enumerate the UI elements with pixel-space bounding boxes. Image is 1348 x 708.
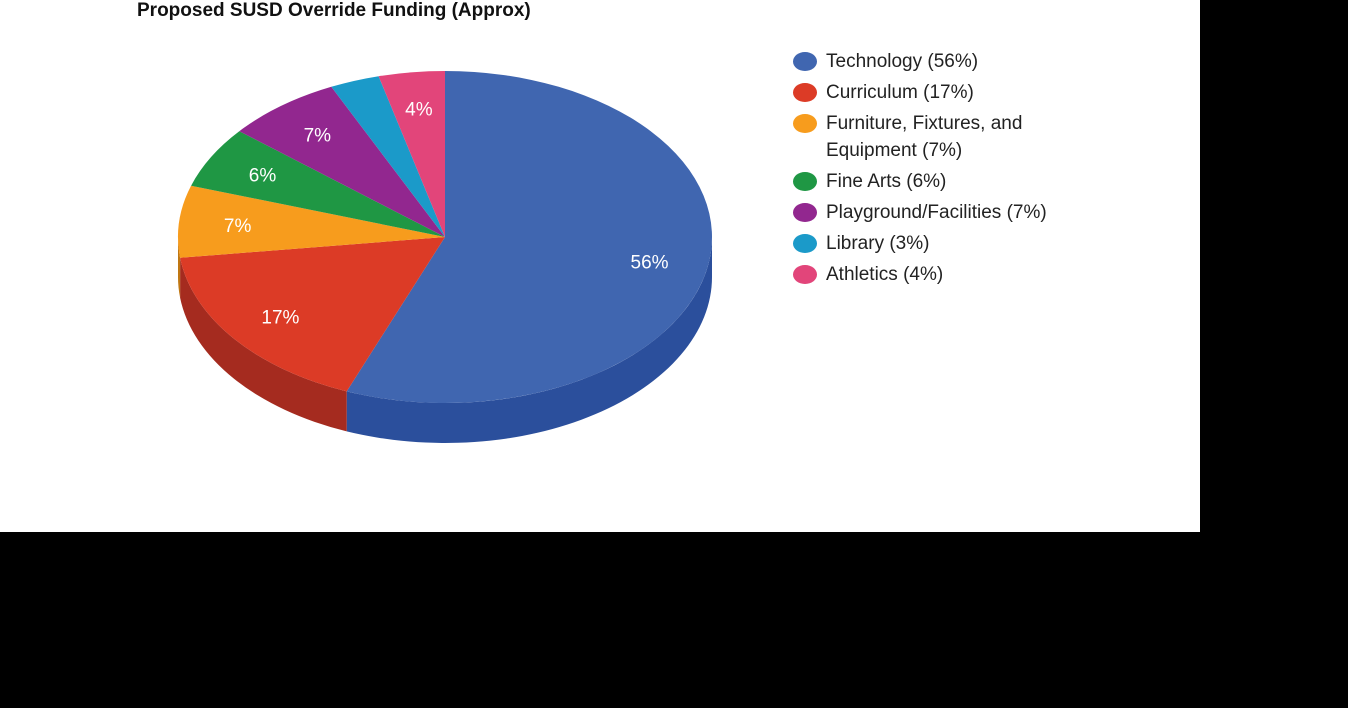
legend-item: Fine Arts (6%) bbox=[793, 168, 1116, 195]
legend-swatch bbox=[793, 203, 817, 222]
data-label: 7% bbox=[224, 216, 252, 237]
pie-slice-curriculum[interactable] bbox=[180, 237, 445, 392]
pie-side-1 bbox=[180, 257, 347, 432]
data-label: 17% bbox=[261, 307, 299, 328]
legend-label: Fine Arts (6%) bbox=[826, 171, 947, 192]
pie-slice-furniture-fixtures-and-equipment[interactable] bbox=[178, 185, 445, 258]
legend-item: Athletics (4%) bbox=[793, 261, 1116, 288]
legend-item: Playground/Facilities (7%) bbox=[793, 199, 1116, 226]
legend-swatch bbox=[793, 265, 817, 284]
legend-swatch bbox=[793, 83, 817, 102]
legend-label: Library (3%) bbox=[826, 233, 930, 254]
legend-label: Furniture, Fixtures, and Equipment (7%) bbox=[826, 113, 1023, 161]
data-label: 7% bbox=[304, 126, 332, 147]
data-label: 6% bbox=[249, 166, 277, 187]
chart-canvas: Proposed SUSD Override Funding (Approx) … bbox=[0, 0, 1200, 532]
legend-label: Athletics (4%) bbox=[826, 264, 944, 285]
chart-title: Proposed SUSD Override Funding (Approx) bbox=[137, 0, 531, 21]
legend-item: Curriculum (17%) bbox=[793, 79, 1116, 106]
legend-label: Curriculum (17%) bbox=[826, 82, 974, 103]
legend-swatch bbox=[793, 114, 817, 133]
legend-swatch bbox=[793, 172, 817, 191]
legend-item: Library (3%) bbox=[793, 230, 1116, 257]
pie-chart: 56% 17% 7% 6% 7% 4% bbox=[178, 71, 712, 443]
pie-slice-playground-facilities[interactable] bbox=[239, 86, 445, 237]
pie-slice-fine-arts[interactable] bbox=[191, 131, 445, 237]
legend-label: Playground/Facilities (7%) bbox=[826, 202, 1047, 223]
legend-swatch bbox=[793, 234, 817, 253]
pie-side-0 bbox=[346, 237, 712, 443]
data-label: 56% bbox=[631, 252, 669, 273]
pie-slice-technology[interactable] bbox=[346, 71, 712, 403]
legend: Technology (56%) Curriculum (17%) Furnitur… bbox=[793, 48, 1116, 292]
pie-slice-athletics[interactable] bbox=[378, 71, 445, 237]
legend-label: Technology (56%) bbox=[826, 51, 979, 72]
legend-item: Furniture, Fixtures, and Equipment (7%) bbox=[793, 110, 1116, 164]
data-label: 4% bbox=[405, 100, 433, 121]
pie-slice-library[interactable] bbox=[331, 76, 445, 237]
legend-item: Technology (56%) bbox=[793, 48, 1116, 75]
legend-swatch bbox=[793, 52, 817, 71]
pie-side-2 bbox=[178, 237, 181, 298]
